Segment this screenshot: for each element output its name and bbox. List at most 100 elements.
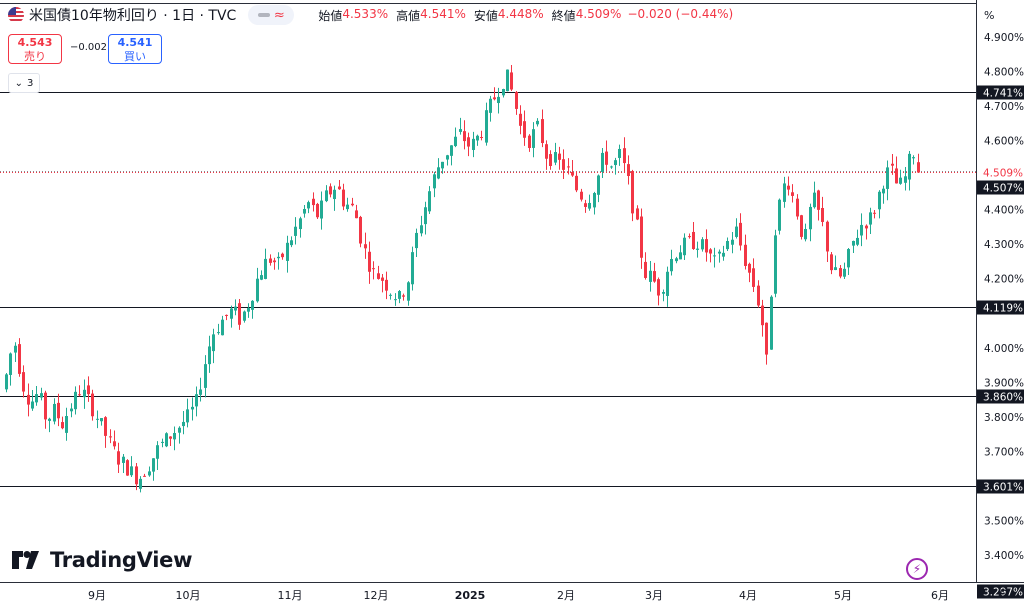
candle-body [869, 212, 872, 225]
y-tick-label: 3.900% [984, 377, 1024, 389]
candle-body [204, 364, 207, 388]
candle-body [735, 226, 738, 237]
y-tick-label: 3.400% [984, 550, 1024, 562]
grid-lines [0, 0, 1024, 583]
candle-body [809, 206, 812, 230]
candle-body [605, 151, 608, 165]
candle-body [675, 258, 678, 262]
candle-body [87, 385, 90, 395]
candle-body [35, 394, 38, 403]
level-label-bg [977, 300, 1024, 315]
gear-icon[interactable]: ⚙ [998, 587, 1010, 602]
high-value: 4.541% [420, 6, 466, 21]
candle-body [541, 119, 544, 144]
candle-body [420, 225, 423, 234]
axis-unit: % [984, 9, 995, 22]
level-label-bg [977, 85, 1024, 100]
candle-body [688, 236, 691, 238]
candle-body [70, 408, 73, 412]
candle-body [338, 186, 341, 190]
candle-body [510, 72, 513, 90]
candle-body [22, 372, 25, 392]
lightning-icon[interactable]: ⚡ [906, 558, 928, 580]
candle-body [908, 153, 911, 180]
x-tick-label: 4月 [739, 589, 757, 602]
candle-body [649, 270, 652, 282]
candle-body [757, 285, 760, 306]
candle-body [320, 200, 323, 219]
level-label-bg [977, 389, 1024, 404]
buy-button[interactable]: 4.541 買い [108, 34, 162, 64]
x-tick-label: 11月 [278, 589, 303, 602]
candle-body [709, 249, 712, 254]
x-tick-label: 9月 [88, 589, 106, 602]
candle-body [78, 394, 81, 396]
symbol-title[interactable]: 米国債10年物利回り · 1日 · TVC [29, 8, 237, 24]
candle-body [372, 268, 375, 270]
candle-body [701, 239, 704, 250]
candle-body [346, 204, 349, 210]
x-tick-label: 2025 [455, 589, 486, 602]
candle-body [528, 135, 531, 148]
y-tick-label: 4.400% [984, 205, 1024, 217]
candle-body [312, 198, 315, 206]
candle-body [260, 275, 263, 280]
candle-body [610, 166, 613, 168]
candle-body [286, 242, 289, 261]
candle-body [48, 418, 51, 421]
candle-body [359, 216, 362, 244]
indicators-collapse-button[interactable]: ⌄ 3 [8, 73, 40, 93]
candle-body [44, 392, 47, 420]
candle-body [891, 163, 894, 166]
candle-body [653, 271, 656, 282]
x-tick-label: 6月 [931, 589, 949, 602]
candle-body [290, 240, 293, 246]
candle-body [865, 225, 868, 229]
candle-body [904, 176, 907, 183]
candle-body [571, 172, 574, 176]
tradingview-logo[interactable]: TradingView [12, 548, 192, 572]
candle-body [463, 131, 466, 142]
candle-body [130, 466, 133, 476]
candle-body [273, 260, 276, 263]
candle-body [342, 189, 345, 207]
candle-body [722, 252, 725, 257]
candle-body [783, 183, 786, 202]
candle-body [899, 177, 902, 184]
candle-body [186, 409, 189, 423]
candle-body [14, 345, 17, 353]
candle-body [502, 89, 505, 96]
candle-body [169, 436, 172, 439]
candle-body [739, 222, 742, 246]
price-axis: 4.900% 4.800% 4.700% 4.600% 4.400% 4.300% 4.20… [984, 32, 1024, 562]
candle-body [826, 221, 829, 252]
candle-body [618, 148, 621, 158]
candle-body [5, 374, 8, 390]
candle-body [601, 152, 604, 172]
candle-body [696, 248, 699, 250]
candle-body [636, 208, 639, 220]
sell-price: 4.543 [17, 36, 53, 49]
candle-body [238, 303, 241, 325]
candle-body [368, 251, 371, 272]
candle-body [446, 155, 449, 160]
candle-body [493, 97, 496, 100]
candle-body [489, 98, 492, 113]
candle-body [657, 279, 660, 296]
candle-body [182, 421, 185, 427]
candle-body [454, 136, 457, 147]
sell-button[interactable]: 4.543 売り [8, 34, 62, 64]
candle-body [53, 403, 56, 422]
y-tick-label: 4.300% [984, 239, 1024, 251]
candle-body [61, 422, 64, 429]
x-tick-label: 3月 [645, 589, 663, 602]
candle-body [886, 167, 889, 189]
compare-toggle-button[interactable]: ≈ [248, 5, 295, 25]
candle-body [679, 252, 682, 260]
low-label: 安値 [473, 8, 498, 23]
candle-body [476, 135, 479, 141]
candle-body [480, 136, 483, 138]
candle-body [882, 188, 885, 194]
y-tick-label: 4.900% [984, 32, 1024, 44]
